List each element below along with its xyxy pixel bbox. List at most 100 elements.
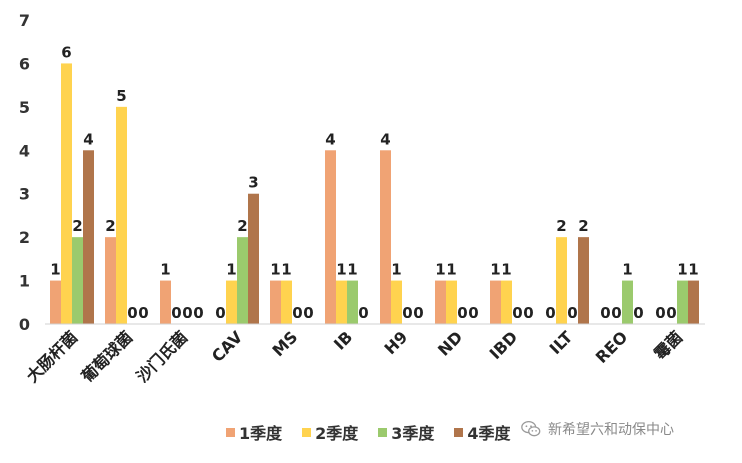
bar [688,280,699,324]
bar [622,280,633,324]
x-tick-label: ND [434,327,466,359]
legend-item-q4: 4季度 [454,420,511,444]
legend-item-q3: 3季度 [378,420,434,444]
bar [336,280,347,324]
bar [391,280,402,324]
data-label: 4 [380,130,390,148]
data-label: 0 [655,304,665,322]
data-label: 3 [248,174,258,192]
legend-swatch-q1 [226,427,235,437]
legend: 1季度 2季度 3季度 4季度 [226,420,511,444]
y-tick-label: 6 [19,54,30,73]
bar [116,106,127,324]
legend-label-q4: 4季度 [467,424,511,443]
data-label: 0 [358,304,368,322]
y-tick-label: 1 [19,272,30,291]
bar [226,280,237,324]
data-label: 2 [237,217,247,235]
legend-swatch-q4 [454,427,464,437]
bar [490,280,501,324]
watermark: 新希望六和动保中心 [520,418,674,440]
bar [237,237,248,324]
bar [248,193,259,324]
data-label: 0 [523,304,533,322]
data-label: 0 [138,304,148,322]
bar [270,280,281,324]
legend-item-q2: 2季度 [302,420,358,444]
data-label: 6 [61,43,71,61]
x-tick-label: IBD [486,327,522,363]
data-label: 1 [50,261,60,279]
x-tick-label: 大肠杆菌 [23,327,82,386]
data-label: 1 [336,261,346,279]
legend-swatch-q2 [302,427,312,437]
y-tick-label: 3 [19,185,30,204]
data-label: 2 [105,217,115,235]
data-label: 1 [347,261,357,279]
data-label: 0 [611,304,621,322]
data-label: 0 [567,304,577,322]
data-label: 0 [468,304,478,322]
bar [380,150,391,324]
data-label: 1 [281,261,291,279]
data-label: 0 [600,304,610,322]
bar [578,237,589,324]
data-label: 1 [622,261,632,279]
x-tick-label: 葡萄球菌 [77,327,136,386]
data-label: 1 [677,261,687,279]
data-label: 1 [226,261,236,279]
y-tick-label: 2 [19,228,30,247]
x-tick-label: IB [330,327,356,353]
data-label: 0 [215,304,225,322]
data-label: 1 [160,261,170,279]
bar [160,280,171,324]
legend-label-q1: 1季度 [239,424,283,443]
x-tick-label: ILT [546,327,577,358]
data-label: 2 [72,217,82,235]
y-axis: 0 1 2 3 4 5 6 7 [19,11,30,334]
y-tick-label: 0 [19,315,30,334]
data-label: 0 [545,304,555,322]
data-label: 0 [402,304,412,322]
bar [677,280,688,324]
bar [556,237,567,324]
data-label: 1 [501,261,511,279]
data-label: 5 [116,87,126,105]
y-tick-label: 5 [19,98,30,117]
bar [281,280,292,324]
x-tick-label: 沙门氏菌 [133,327,192,386]
data-label: 0 [292,304,302,322]
data-label: 1 [391,261,401,279]
data-label: 0 [182,304,192,322]
data-label: 0 [457,304,467,322]
data-label: 0 [413,304,423,322]
x-tick-label: 霉菌 [650,327,686,363]
bar [325,150,336,324]
legend-label-q3: 3季度 [391,424,435,443]
data-label: 1 [490,261,500,279]
data-label: 1 [435,261,445,279]
data-label: 4 [83,130,93,148]
bars [50,63,699,325]
wechat-icon [521,421,541,437]
watermark-text: 新希望六和动保中心 [548,422,674,438]
bar [501,280,512,324]
legend-swatch-q3 [378,427,388,437]
bar [347,280,358,324]
bar [61,63,72,325]
data-label: 0 [666,304,676,322]
data-label: 1 [446,261,456,279]
legend-item-q1: 1季度 [226,420,282,444]
data-label: 0 [303,304,313,322]
y-tick-label: 7 [19,11,30,30]
data-label: 0 [512,304,522,322]
bar [446,280,457,324]
x-tick-label: H9 [381,327,412,358]
x-tick-label: MS [268,327,301,360]
y-tick-label: 4 [19,141,30,160]
bar [105,237,116,324]
bar [83,150,94,324]
data-label: 4 [325,130,335,148]
